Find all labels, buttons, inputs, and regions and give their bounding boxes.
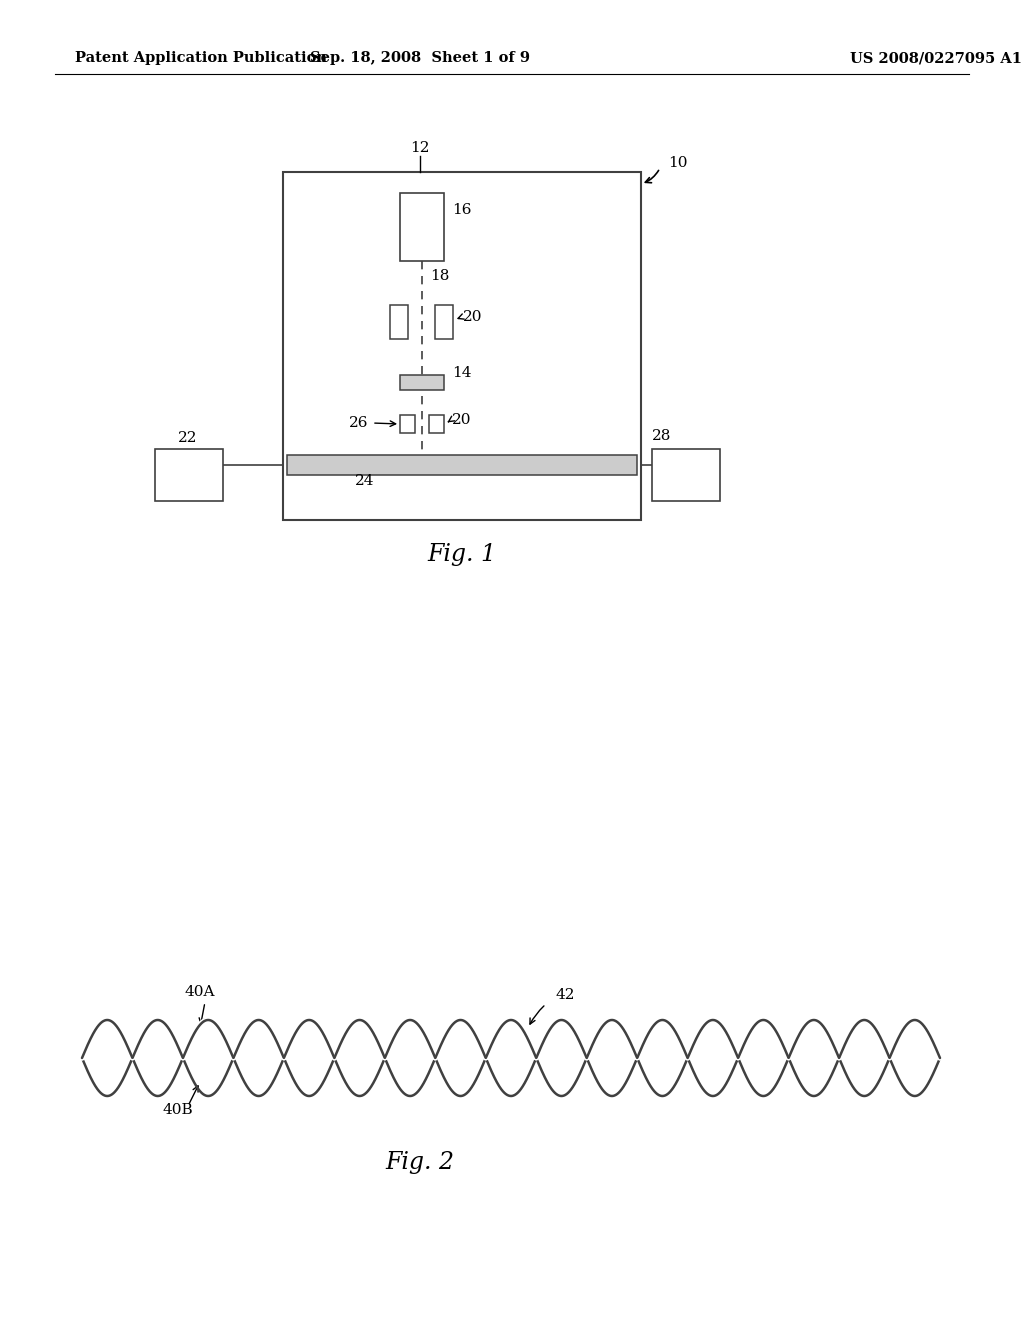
Bar <box>429 414 444 433</box>
Text: 16: 16 <box>452 203 471 216</box>
Bar <box>390 305 408 339</box>
Bar <box>652 449 720 502</box>
Text: US 2008/0227095 A1: US 2008/0227095 A1 <box>850 51 1022 65</box>
Text: 10: 10 <box>668 156 687 170</box>
Text: 42: 42 <box>555 987 574 1002</box>
Text: 26: 26 <box>348 416 368 430</box>
Bar <box>287 455 637 475</box>
Text: 22: 22 <box>178 432 198 445</box>
Text: 24: 24 <box>355 474 375 488</box>
Text: Sep. 18, 2008  Sheet 1 of 9: Sep. 18, 2008 Sheet 1 of 9 <box>310 51 530 65</box>
Text: 12: 12 <box>411 141 430 154</box>
Bar <box>400 375 444 389</box>
Bar <box>155 449 223 502</box>
Text: Fig. 2: Fig. 2 <box>385 1151 455 1173</box>
Text: 40A: 40A <box>184 985 215 999</box>
Bar <box>400 414 415 433</box>
Bar <box>283 172 641 520</box>
Bar <box>400 193 444 261</box>
Text: 18: 18 <box>430 269 450 282</box>
Bar <box>435 305 453 339</box>
Text: 20: 20 <box>452 413 471 426</box>
Text: 14: 14 <box>452 366 471 380</box>
Text: 28: 28 <box>652 429 672 444</box>
Text: Fig. 1: Fig. 1 <box>427 544 497 566</box>
Text: 20: 20 <box>463 310 482 323</box>
Text: Patent Application Publication: Patent Application Publication <box>75 51 327 65</box>
Text: 40B: 40B <box>163 1104 194 1117</box>
